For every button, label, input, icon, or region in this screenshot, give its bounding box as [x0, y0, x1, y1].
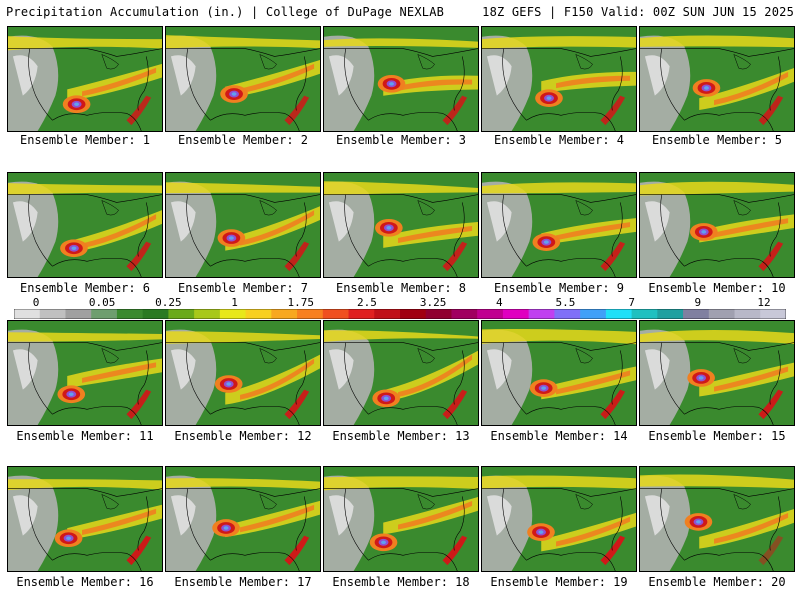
colorbar-swatch	[245, 309, 272, 319]
member-caption: Ensemble Member: 3	[335, 133, 467, 147]
member-map-panel	[7, 26, 163, 132]
page-title: Precipitation Accumulation (in.) | Colle…	[6, 5, 445, 19]
member-map-panel	[7, 172, 163, 278]
member-caption: Ensemble Member: 4	[493, 133, 625, 147]
colorbar-swatch	[734, 309, 761, 319]
colorbar-swatch	[91, 309, 118, 319]
colorbar-swatch	[502, 309, 530, 319]
colorbar-swatch	[708, 309, 736, 319]
precipitation-colorbar	[14, 309, 786, 319]
member-map-panel	[165, 26, 321, 132]
colorbar-swatch	[348, 309, 375, 319]
colorbar-tick-label: 2.5	[356, 296, 377, 309]
colorbar-swatch	[657, 309, 684, 319]
colorbar-swatch	[39, 309, 66, 319]
member-caption: Ensemble Member: 9	[493, 281, 625, 295]
colorbar-tick-label: 9	[694, 296, 702, 309]
member-map-panel	[639, 26, 795, 132]
member-caption: Ensemble Member: 17	[174, 575, 312, 589]
colorbar-swatch	[400, 309, 427, 319]
member-caption: Ensemble Member: 7	[177, 281, 309, 295]
member-map-panel	[481, 466, 637, 572]
colorbar-swatch	[631, 309, 658, 319]
colorbar-tick-label: 3.25	[419, 296, 447, 309]
colorbar-tick-label: 0.05	[88, 296, 116, 309]
member-caption: Ensemble Member: 10	[648, 281, 786, 295]
colorbar-tick-label: 4	[495, 296, 503, 309]
member-map-panel	[639, 466, 795, 572]
colorbar-swatch	[322, 309, 350, 319]
colorbar-swatch	[116, 309, 144, 319]
member-map-panel	[165, 172, 321, 278]
colorbar-swatch	[760, 309, 786, 319]
colorbar-tick-label: 0	[32, 296, 40, 309]
member-caption: Ensemble Member: 6	[19, 281, 151, 295]
colorbar-swatch	[65, 309, 92, 319]
member-caption: Ensemble Member: 14	[490, 429, 628, 443]
colorbar-swatch	[451, 309, 478, 319]
member-caption: Ensemble Member: 15	[648, 429, 786, 443]
member-caption: Ensemble Member: 5	[651, 133, 783, 147]
colorbar-swatch	[605, 309, 633, 319]
colorbar-tick-label: 0.25	[155, 296, 182, 309]
colorbar-swatch	[14, 309, 41, 319]
member-caption: Ensemble Member: 13	[332, 429, 470, 443]
member-map-panel	[165, 466, 321, 572]
member-caption: Ensemble Member: 11	[16, 429, 154, 443]
colorbar-swatch	[168, 309, 195, 319]
member-caption: Ensemble Member: 12	[174, 429, 312, 443]
colorbar-swatch	[683, 309, 710, 319]
member-map-panel	[323, 466, 479, 572]
colorbar-tick-label: 1.75	[287, 296, 314, 309]
colorbar-swatch	[477, 309, 504, 319]
colorbar-tick-label: 7	[628, 296, 635, 309]
member-caption: Ensemble Member: 16	[16, 575, 154, 589]
member-map-panel	[481, 26, 637, 132]
member-map-panel	[323, 172, 479, 278]
member-map-panel	[639, 172, 795, 278]
model-run-info: 18Z GEFS | F150 Valid: 00Z SUN JUN 15 20…	[482, 5, 794, 19]
member-caption: Ensemble Member: 2	[177, 133, 309, 147]
member-map-panel	[7, 320, 163, 426]
member-map-panel	[7, 466, 163, 572]
colorbar-swatch	[271, 309, 298, 319]
member-caption: Ensemble Member: 20	[648, 575, 786, 589]
colorbar-swatch	[194, 309, 221, 319]
colorbar-swatch	[297, 309, 324, 319]
member-caption: Ensemble Member: 18	[332, 575, 470, 589]
colorbar-tick-label: 12	[757, 296, 771, 309]
member-caption: Ensemble Member: 19	[490, 575, 628, 589]
colorbar-swatch	[425, 309, 452, 319]
member-map-panel	[323, 320, 479, 426]
colorbar-swatch	[219, 309, 247, 319]
colorbar-swatch	[580, 309, 607, 319]
colorbar-tick-label: 1	[231, 296, 238, 309]
colorbar-swatch	[554, 309, 581, 319]
member-map-panel	[323, 26, 479, 132]
colorbar-swatch	[142, 309, 169, 319]
member-map-panel	[639, 320, 795, 426]
colorbar-swatch	[528, 309, 555, 319]
member-map-panel	[481, 172, 637, 278]
member-caption: Ensemble Member: 1	[19, 133, 151, 147]
member-map-panel	[481, 320, 637, 426]
colorbar-tick-label: 5.5	[555, 296, 576, 309]
member-map-panel	[165, 320, 321, 426]
member-caption: Ensemble Member: 8	[335, 281, 467, 295]
colorbar-swatch	[374, 309, 401, 319]
